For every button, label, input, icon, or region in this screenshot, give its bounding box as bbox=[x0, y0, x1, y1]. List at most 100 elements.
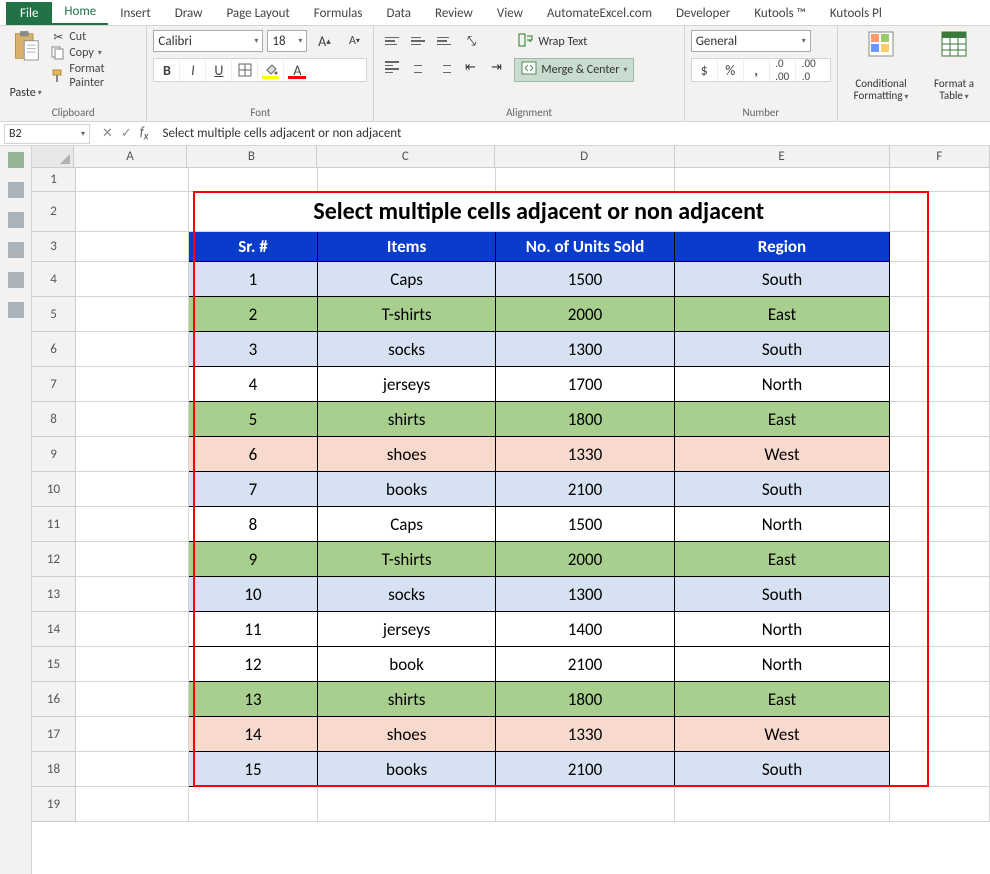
cancel-formula-button[interactable]: ✕ bbox=[102, 126, 113, 141]
decrease-indent-button[interactable]: ⇤ bbox=[458, 56, 482, 78]
cell[interactable]: West bbox=[675, 437, 890, 472]
cell[interactable]: South bbox=[675, 752, 890, 787]
cell[interactable] bbox=[890, 437, 990, 472]
cell[interactable]: socks bbox=[318, 332, 495, 367]
increase-font-button[interactable]: A▴ bbox=[311, 30, 337, 52]
align-top-button[interactable] bbox=[380, 30, 404, 52]
cell[interactable]: No. of Units Sold bbox=[496, 232, 675, 262]
cell[interactable]: Sr. # bbox=[189, 232, 319, 262]
cell[interactable]: 10 bbox=[189, 577, 319, 612]
cell[interactable] bbox=[890, 402, 990, 437]
cell[interactable] bbox=[76, 507, 189, 542]
align-bottom-button[interactable] bbox=[432, 30, 456, 52]
cell[interactable] bbox=[675, 168, 890, 192]
increase-decimal-button[interactable]: .0.00 bbox=[770, 59, 796, 81]
tab-automateexcel-com[interactable]: AutomateExcel.com bbox=[535, 2, 664, 25]
side-icon[interactable] bbox=[8, 152, 24, 168]
cell[interactable]: 1330 bbox=[496, 437, 675, 472]
cell[interactable]: 2 bbox=[189, 297, 319, 332]
cell[interactable]: 1330 bbox=[496, 717, 675, 752]
tab-file[interactable]: File bbox=[6, 2, 52, 25]
cells-area[interactable]: Select multiple cells adjacent or non ad… bbox=[76, 168, 990, 874]
cell[interactable] bbox=[318, 168, 495, 192]
tab-formulas[interactable]: Formulas bbox=[302, 2, 375, 25]
cell[interactable] bbox=[318, 787, 495, 822]
side-icon[interactable] bbox=[8, 302, 24, 318]
cell[interactable]: 12 bbox=[189, 647, 319, 682]
cell[interactable] bbox=[890, 192, 990, 232]
cell[interactable]: North bbox=[675, 367, 890, 402]
row-header-17[interactable]: 17 bbox=[32, 717, 76, 752]
cell[interactable] bbox=[76, 472, 189, 507]
cell[interactable]: 1300 bbox=[496, 577, 675, 612]
row-header-6[interactable]: 6 bbox=[32, 332, 76, 367]
cell[interactable]: South bbox=[675, 472, 890, 507]
row-header-18[interactable]: 18 bbox=[32, 752, 76, 787]
col-header-B[interactable]: B bbox=[187, 146, 317, 167]
cell[interactable]: East bbox=[675, 402, 890, 437]
row-header-14[interactable]: 14 bbox=[32, 612, 76, 647]
cell[interactable]: jerseys bbox=[318, 612, 495, 647]
col-header-F[interactable]: F bbox=[890, 146, 990, 167]
cell[interactable]: books bbox=[318, 752, 495, 787]
font-color-button[interactable]: A bbox=[284, 59, 310, 81]
row-header-8[interactable]: 8 bbox=[32, 402, 76, 437]
cell[interactable]: Items bbox=[318, 232, 495, 262]
cell[interactable] bbox=[496, 168, 675, 192]
cell[interactable]: books bbox=[318, 472, 495, 507]
cell[interactable] bbox=[76, 787, 189, 822]
percent-button[interactable]: % bbox=[718, 59, 744, 81]
cell[interactable]: book bbox=[318, 647, 495, 682]
cell[interactable] bbox=[76, 682, 189, 717]
format-painter-button[interactable]: Format Painter bbox=[51, 62, 140, 90]
row-header-9[interactable]: 9 bbox=[32, 437, 76, 472]
row-header-11[interactable]: 11 bbox=[32, 507, 76, 542]
cell[interactable] bbox=[76, 752, 189, 787]
cut-button[interactable]: ✂ Cut bbox=[51, 30, 140, 44]
cell[interactable] bbox=[890, 787, 990, 822]
tab-data[interactable]: Data bbox=[375, 2, 424, 25]
tab-view[interactable]: View bbox=[485, 2, 535, 25]
cell[interactable]: 2100 bbox=[496, 647, 675, 682]
cell[interactable] bbox=[890, 612, 990, 647]
cell[interactable] bbox=[890, 507, 990, 542]
cell[interactable]: 5 bbox=[189, 402, 319, 437]
cell[interactable]: East bbox=[675, 297, 890, 332]
cell[interactable] bbox=[76, 437, 189, 472]
cell[interactable]: Region bbox=[675, 232, 890, 262]
cell[interactable] bbox=[890, 472, 990, 507]
cell[interactable]: shirts bbox=[318, 402, 495, 437]
cell[interactable]: shoes bbox=[318, 717, 495, 752]
row-header-3[interactable]: 3 bbox=[32, 232, 76, 262]
cell[interactable]: 6 bbox=[189, 437, 319, 472]
align-center-button[interactable] bbox=[406, 56, 430, 78]
conditional-formatting-button[interactable]: ConditionalFormatting ▾ bbox=[844, 30, 918, 102]
decrease-decimal-button[interactable]: .00.0 bbox=[796, 59, 822, 81]
font-size-select[interactable]: 18▾ bbox=[267, 30, 307, 52]
cell[interactable]: shoes bbox=[318, 437, 495, 472]
cell[interactable] bbox=[890, 647, 990, 682]
cell[interactable]: 2100 bbox=[496, 752, 675, 787]
tab-draw[interactable]: Draw bbox=[163, 2, 215, 25]
italic-button[interactable]: I bbox=[180, 59, 206, 81]
tab-insert[interactable]: Insert bbox=[108, 2, 163, 25]
cell[interactable] bbox=[890, 297, 990, 332]
cell[interactable]: South bbox=[675, 332, 890, 367]
side-icon[interactable] bbox=[8, 272, 24, 288]
cell[interactable]: jerseys bbox=[318, 367, 495, 402]
cell[interactable] bbox=[76, 542, 189, 577]
cell[interactable] bbox=[76, 262, 189, 297]
cell[interactable]: North bbox=[675, 647, 890, 682]
row-header-15[interactable]: 15 bbox=[32, 647, 76, 682]
cell[interactable]: 1800 bbox=[496, 682, 675, 717]
col-header-D[interactable]: D bbox=[495, 146, 675, 167]
bold-button[interactable]: B bbox=[154, 59, 180, 81]
cell[interactable]: T-shirts bbox=[318, 542, 495, 577]
tab-kutools-pl[interactable]: Kutools Pl bbox=[818, 2, 894, 25]
cell[interactable] bbox=[496, 787, 675, 822]
increase-indent-button[interactable]: ⇥ bbox=[484, 56, 508, 78]
cell[interactable]: 14 bbox=[189, 717, 319, 752]
tab-kutools-[interactable]: Kutools ™ bbox=[742, 2, 818, 25]
cell[interactable] bbox=[890, 367, 990, 402]
tab-home[interactable]: Home bbox=[52, 0, 108, 25]
